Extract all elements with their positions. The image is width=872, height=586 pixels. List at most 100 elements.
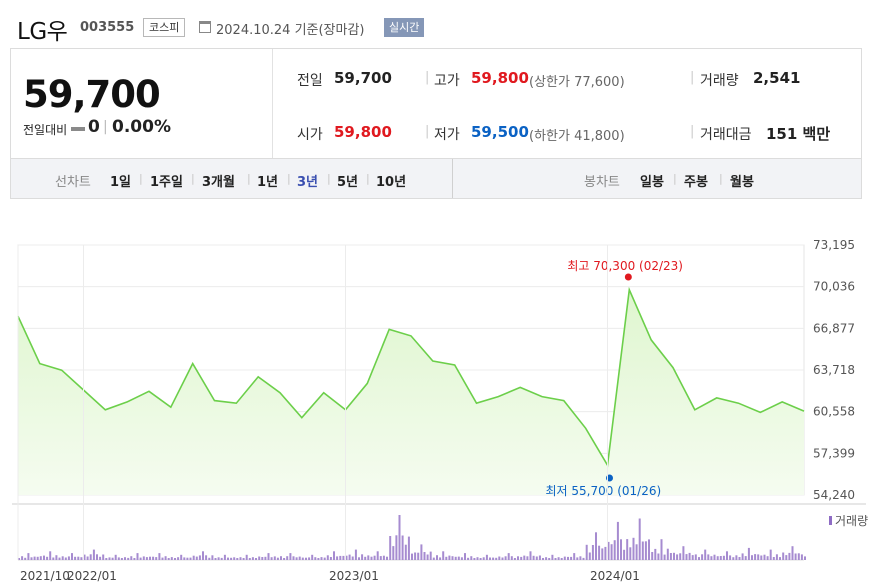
volume-bar bbox=[448, 555, 451, 560]
volume-bar bbox=[785, 555, 788, 560]
volume-bar bbox=[314, 557, 317, 560]
volume-bar bbox=[588, 552, 591, 560]
volume-bar bbox=[133, 558, 136, 560]
price-area-fill bbox=[18, 289, 804, 495]
price-chart[interactable]: 73,195 70,036 66,877 63,718 60,558 57,399 54,2… bbox=[0, 230, 872, 586]
flat-icon bbox=[71, 127, 85, 131]
volume-bar bbox=[738, 557, 741, 560]
separator: | bbox=[690, 70, 695, 85]
volume-bar bbox=[563, 556, 566, 560]
volume-bar bbox=[632, 537, 635, 560]
separator: | bbox=[287, 172, 291, 185]
volume-bar bbox=[613, 540, 616, 560]
volume-bar bbox=[485, 554, 488, 560]
volume-bar bbox=[688, 552, 691, 560]
volume-bar bbox=[679, 553, 682, 560]
stock-name: LG우 bbox=[17, 19, 68, 45]
volume-bar bbox=[111, 557, 114, 560]
volume-bar bbox=[58, 557, 61, 560]
period-3y[interactable]: 3년 bbox=[297, 175, 319, 190]
volume-bar bbox=[454, 556, 457, 560]
amount-label: 거래대금 bbox=[700, 127, 752, 143]
volume-bar bbox=[217, 557, 220, 560]
separator: | bbox=[139, 172, 143, 185]
volume-bar bbox=[329, 557, 332, 560]
volume-bar bbox=[320, 557, 323, 560]
volume-bar bbox=[192, 555, 195, 560]
volume-bar bbox=[202, 551, 204, 560]
period-10y[interactable]: 10년 bbox=[376, 175, 407, 190]
candle-weekly[interactable]: 주봉 bbox=[684, 175, 708, 190]
volume-bar bbox=[227, 557, 229, 560]
volume-bar bbox=[529, 551, 532, 560]
volume-bar bbox=[77, 556, 80, 560]
volume-bar bbox=[376, 551, 379, 560]
volume-bar bbox=[136, 553, 139, 560]
volume-bar bbox=[305, 557, 307, 560]
volume-bar bbox=[772, 557, 775, 560]
period-5y[interactable]: 5년 bbox=[337, 175, 359, 190]
volume-bar bbox=[701, 554, 704, 560]
volume-bar bbox=[354, 549, 357, 560]
volume-bar bbox=[301, 557, 304, 560]
volume-bar bbox=[99, 556, 102, 560]
period-3m[interactable]: 3개월 bbox=[202, 175, 235, 190]
market-badge: 코스피 bbox=[143, 18, 186, 37]
volume-bar bbox=[542, 558, 544, 560]
candle-daily[interactable]: 일봉 bbox=[640, 175, 664, 190]
volume-bar bbox=[286, 556, 289, 560]
volume-bar bbox=[573, 553, 576, 560]
volume-bar bbox=[295, 557, 298, 560]
volume-bar bbox=[467, 557, 470, 560]
volume-bar bbox=[223, 554, 226, 560]
volume-bar bbox=[389, 536, 392, 560]
period-1w[interactable]: 1주일 bbox=[150, 175, 183, 190]
period-1d[interactable]: 1일 bbox=[110, 175, 132, 190]
change-label: 전일대비 bbox=[23, 123, 68, 137]
y-tick-label: 73,195 bbox=[813, 238, 855, 252]
volume-bar bbox=[769, 549, 772, 560]
volume-bar bbox=[797, 553, 800, 560]
volume-bar bbox=[55, 555, 58, 560]
change-value: 0 bbox=[88, 117, 100, 137]
volume-bar bbox=[395, 535, 398, 560]
volume-bar bbox=[429, 551, 432, 560]
volume-bar bbox=[620, 539, 622, 560]
volume-bar bbox=[236, 558, 239, 560]
volume-bar bbox=[782, 552, 785, 560]
volume-bar bbox=[607, 541, 610, 560]
volume-bar bbox=[523, 555, 526, 560]
volume-bar bbox=[432, 557, 435, 560]
volume-bar bbox=[513, 558, 516, 560]
volume-bar bbox=[186, 557, 189, 560]
volume-bar bbox=[526, 556, 529, 560]
volume-bar bbox=[426, 554, 429, 560]
volume-bar bbox=[760, 555, 763, 560]
volume-bar bbox=[648, 539, 650, 560]
volume-bar bbox=[120, 558, 123, 560]
chart-annotations: 최고 70,300 (02/23) 최저 55,700 (01/26) bbox=[546, 259, 683, 498]
volume-bar bbox=[726, 551, 728, 560]
volume-bar bbox=[735, 555, 738, 560]
volume-bar bbox=[273, 556, 276, 560]
volume-bar bbox=[754, 554, 757, 560]
realtime-button[interactable]: 실시간 bbox=[384, 18, 425, 37]
volume-bar bbox=[92, 549, 95, 560]
low-annotation: 최저 55,700 (01/26) bbox=[546, 484, 662, 498]
volume-bar bbox=[364, 556, 367, 560]
calendar-icon bbox=[199, 21, 211, 33]
period-1y[interactable]: 1년 bbox=[257, 175, 279, 190]
volume-bar bbox=[629, 547, 632, 560]
candle-monthly[interactable]: 월봉 bbox=[730, 175, 754, 190]
volume-bar bbox=[420, 544, 423, 560]
change-rate: 0.00% bbox=[112, 117, 171, 137]
volume-bar bbox=[800, 554, 803, 560]
price-line bbox=[17, 286, 805, 468]
volume-bar bbox=[251, 557, 254, 560]
volume-bar bbox=[423, 552, 426, 560]
y-tick-label: 70,036 bbox=[813, 280, 855, 294]
volume-bar bbox=[673, 552, 675, 560]
volume-bar bbox=[220, 557, 223, 560]
volume-bar bbox=[49, 551, 52, 560]
volume-bar bbox=[379, 556, 382, 560]
